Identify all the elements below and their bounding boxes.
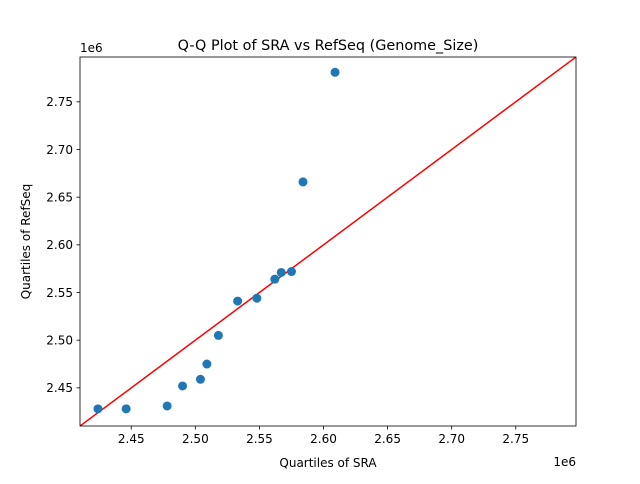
- plot-content: [80, 57, 576, 426]
- y-tick-label: 2.75: [46, 95, 73, 109]
- x-tick-label: 2.75: [502, 432, 529, 446]
- data-points: [93, 67, 340, 414]
- y-axis-ticks: 2.45 2.50 2.55 2.60 2.65 2.70 2.75: [46, 95, 80, 395]
- data-point: [233, 296, 243, 306]
- y-tick-label: 2.70: [46, 143, 73, 157]
- y-offset-label: 1e6: [80, 41, 103, 55]
- data-point: [195, 374, 205, 384]
- x-tick-label: 2.45: [118, 432, 145, 446]
- x-axis-label: Quartiles of SRA: [279, 456, 377, 470]
- data-point: [286, 267, 296, 277]
- data-point: [93, 404, 103, 414]
- y-axis-label: Quartiles of RefSeq: [19, 184, 33, 300]
- data-point: [162, 401, 172, 411]
- data-point: [298, 177, 308, 187]
- y-tick-label: 2.45: [46, 381, 73, 395]
- data-point: [178, 381, 188, 391]
- x-tick-label: 2.50: [182, 432, 209, 446]
- x-tick-label: 2.70: [438, 432, 465, 446]
- data-point: [213, 330, 223, 340]
- x-offset-label: 1e6: [553, 455, 576, 469]
- data-point: [252, 293, 262, 303]
- x-axis-ticks: 2.45 2.50 2.55 2.60 2.65 2.70 2.75: [118, 426, 529, 446]
- x-tick-label: 2.55: [246, 432, 273, 446]
- y-tick-label: 2.55: [46, 286, 73, 300]
- chart-title: Q-Q Plot of SRA vs RefSeq (Genome_Size): [178, 38, 479, 54]
- data-point: [330, 67, 340, 77]
- data-point: [276, 267, 286, 277]
- y-tick-label: 2.60: [46, 238, 73, 252]
- data-point: [121, 404, 131, 414]
- y-tick-label: 2.65: [46, 190, 73, 204]
- data-point: [202, 359, 212, 369]
- data-point: [270, 274, 280, 284]
- x-tick-label: 2.65: [374, 432, 401, 446]
- y-tick-label: 2.50: [46, 333, 73, 347]
- plot-frame: [79, 56, 577, 427]
- reference-line: [80, 57, 576, 426]
- x-tick-label: 2.60: [310, 432, 337, 446]
